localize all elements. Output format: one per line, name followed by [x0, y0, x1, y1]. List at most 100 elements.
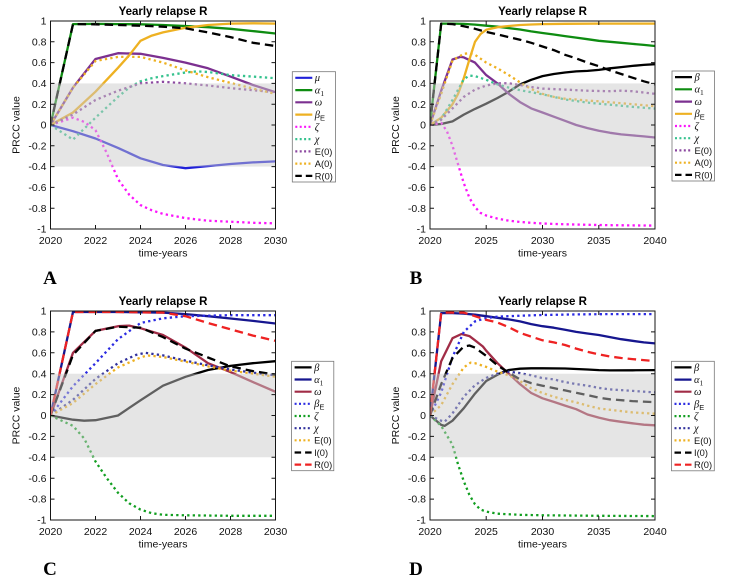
svg-text:β: β	[313, 363, 320, 374]
svg-text:0.4: 0.4	[411, 78, 426, 90]
svg-text:R(0): R(0)	[694, 460, 712, 470]
svg-text:-0.4: -0.4	[28, 161, 46, 173]
svg-text:0: 0	[420, 120, 426, 132]
svg-text:0.6: 0.6	[32, 347, 47, 359]
svg-text:time-years: time-years	[138, 539, 187, 551]
svg-text:Yearly relapse R: Yearly relapse R	[498, 6, 588, 18]
svg-text:Yearly relapse R: Yearly relapse R	[119, 296, 209, 308]
svg-text:χ: χ	[693, 424, 699, 435]
svg-text:2026: 2026	[174, 235, 198, 247]
svg-text:R(0): R(0)	[314, 460, 332, 470]
svg-text:I(0): I(0)	[314, 448, 328, 458]
svg-text:2020: 2020	[418, 526, 442, 538]
svg-text:-0.2: -0.2	[28, 140, 46, 152]
svg-text:0.4: 0.4	[32, 78, 47, 90]
svg-text:Yearly relapse R: Yearly relapse R	[119, 6, 209, 18]
svg-text:-0.2: -0.2	[28, 431, 46, 443]
svg-text:1: 1	[41, 306, 47, 318]
svg-text:0.4: 0.4	[32, 368, 47, 380]
svg-text:2020: 2020	[39, 526, 63, 538]
svg-text:2040: 2040	[643, 235, 667, 247]
svg-text:-0.6: -0.6	[28, 473, 46, 485]
svg-text:μ: μ	[314, 73, 320, 84]
svg-text:0.6: 0.6	[411, 347, 426, 359]
svg-text:0.8: 0.8	[411, 36, 426, 48]
svg-text:PRCC value: PRCC value	[390, 386, 402, 444]
svg-text:β: β	[694, 73, 701, 84]
svg-text:ζ: ζ	[314, 411, 319, 422]
svg-text:ω: ω	[315, 98, 322, 109]
svg-text:time-years: time-years	[138, 248, 187, 260]
svg-text:R(0): R(0)	[695, 170, 713, 180]
svg-text:2025: 2025	[475, 235, 499, 247]
svg-text:ζ: ζ	[695, 121, 700, 132]
svg-text:PRCC value: PRCC value	[11, 386, 23, 444]
svg-text:χ: χ	[313, 424, 319, 435]
svg-text:2035: 2035	[587, 526, 611, 538]
svg-text:-1: -1	[37, 515, 46, 527]
svg-text:2020: 2020	[39, 235, 63, 247]
svg-text:ζ: ζ	[694, 411, 699, 422]
svg-text:PRCC value: PRCC value	[390, 96, 402, 154]
svg-text:χ: χ	[694, 134, 700, 145]
svg-text:2030: 2030	[264, 526, 288, 538]
svg-text:E(0): E(0)	[314, 436, 332, 446]
svg-text:0: 0	[420, 410, 426, 422]
svg-text:-0.8: -0.8	[408, 203, 426, 215]
svg-text:-0.4: -0.4	[408, 161, 426, 173]
svg-text:2022: 2022	[84, 235, 108, 247]
svg-text:2030: 2030	[531, 526, 555, 538]
svg-text:-0.2: -0.2	[408, 431, 426, 443]
svg-text:0: 0	[41, 410, 47, 422]
svg-text:2024: 2024	[129, 526, 153, 538]
svg-text:α1: α1	[314, 375, 324, 388]
svg-text:χ: χ	[314, 135, 320, 146]
svg-text:2030: 2030	[264, 235, 288, 247]
svg-text:2022: 2022	[84, 526, 108, 538]
svg-text:2024: 2024	[129, 235, 153, 247]
svg-text:ω: ω	[314, 387, 321, 398]
svg-text:-0.2: -0.2	[408, 140, 426, 152]
svg-text:βE: βE	[314, 110, 325, 123]
svg-text:2028: 2028	[219, 526, 243, 538]
svg-text:-0.8: -0.8	[28, 203, 46, 215]
svg-text:time-years: time-years	[518, 248, 567, 260]
svg-text:2040: 2040	[643, 526, 667, 538]
svg-text:0.4: 0.4	[411, 368, 426, 380]
svg-text:α1: α1	[695, 85, 705, 98]
svg-text:-0.8: -0.8	[28, 494, 46, 506]
svg-text:E(0): E(0)	[694, 436, 712, 446]
svg-text:2030: 2030	[531, 235, 555, 247]
svg-text:βE: βE	[694, 109, 705, 122]
svg-text:ζ: ζ	[315, 122, 320, 133]
svg-text:0.6: 0.6	[32, 57, 47, 69]
svg-text:0.6: 0.6	[411, 57, 426, 69]
svg-text:R(0): R(0)	[315, 171, 333, 181]
svg-text:E(0): E(0)	[315, 147, 333, 157]
svg-text:1: 1	[420, 16, 426, 28]
svg-text:-0.4: -0.4	[28, 452, 46, 464]
svg-text:1: 1	[41, 16, 47, 28]
svg-text:0.2: 0.2	[32, 99, 47, 111]
svg-text:2028: 2028	[219, 235, 243, 247]
svg-text:2020: 2020	[418, 235, 442, 247]
svg-text:0: 0	[41, 120, 47, 132]
svg-text:2035: 2035	[587, 235, 611, 247]
svg-text:ω: ω	[694, 387, 701, 398]
svg-text:-0.8: -0.8	[408, 494, 426, 506]
svg-text:0.8: 0.8	[32, 327, 47, 339]
svg-text:-0.6: -0.6	[28, 182, 46, 194]
svg-text:C: C	[43, 559, 57, 579]
svg-text:A(0): A(0)	[315, 159, 333, 169]
svg-text:A: A	[43, 268, 57, 289]
svg-text:0.8: 0.8	[411, 327, 426, 339]
svg-text:-0.4: -0.4	[408, 452, 426, 464]
svg-text:I(0): I(0)	[694, 448, 708, 458]
svg-text:A(0): A(0)	[695, 158, 713, 168]
svg-text:α1: α1	[694, 375, 704, 388]
svg-text:1: 1	[420, 306, 426, 318]
svg-text:-0.6: -0.6	[408, 182, 426, 194]
svg-text:-1: -1	[417, 515, 426, 527]
svg-text:0.2: 0.2	[411, 99, 426, 111]
svg-text:PRCC value: PRCC value	[11, 96, 23, 154]
